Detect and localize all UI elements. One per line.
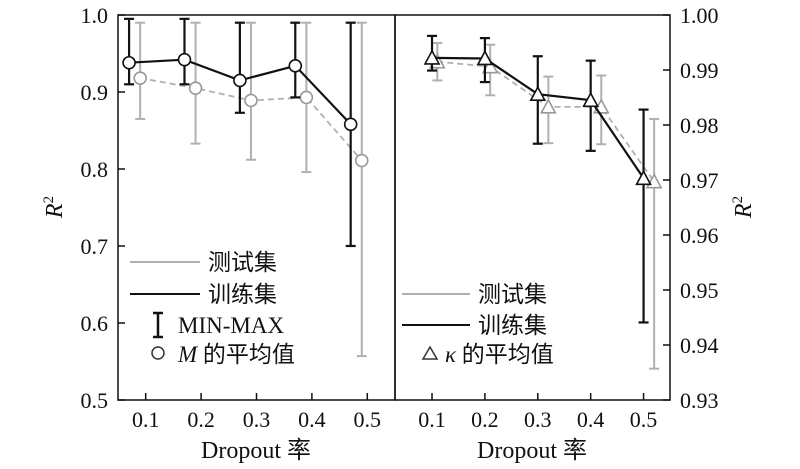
right-y-tick-label: 0.95 (680, 278, 719, 303)
right-train-point (423, 49, 441, 65)
left-y-tick-label: 0.8 (81, 157, 109, 182)
right-x-tick-label: 0.5 (630, 407, 658, 432)
left-x-tick-label: 0.5 (354, 407, 382, 432)
left-y-tick-label: 1.0 (81, 3, 109, 28)
left-train-point (233, 73, 247, 88)
left-test-point (354, 153, 369, 168)
left-series (122, 17, 369, 358)
right-y-axis-title: R2 (730, 196, 757, 219)
right-legend-test-label: 测试集 (478, 282, 547, 307)
left-legend-errorbar-icon (153, 311, 163, 339)
left-panel: 0.5 0.6 0.7 0.8 0.9 1.0 0.1 0.2 0.3 0.4 0.5 R2 Dro… (41, 3, 396, 464)
left-legend-mean-label: M 的平均值 (177, 342, 295, 367)
left-test-point (133, 71, 147, 85)
left-train-point (288, 59, 303, 73)
right-train-point (635, 169, 652, 186)
left-y-tick-label: 0.9 (81, 80, 109, 105)
left-y-tick-label: 0.6 (81, 311, 109, 336)
right-legend-mean-label: κ 的平均值 (445, 342, 554, 367)
left-x-tick-label: 0.1 (132, 407, 160, 432)
left-train-point (122, 55, 136, 70)
right-test-line (437, 60, 655, 183)
left-legend-errorbar-label: MIN-MAX (178, 313, 284, 338)
right-test-point (540, 98, 557, 114)
right-x-tick-label: 0.4 (577, 407, 605, 432)
left-x-tick-label: 0.2 (187, 407, 215, 432)
right-panel: 0.93 0.94 0.95 0.96 0.97 0.98 0.99 1.00 0.1 0.2 0.… (394, 3, 757, 464)
right-train-point (476, 49, 494, 66)
right-plot-frame (394, 14, 671, 401)
right-y-tick-label: 0.98 (680, 113, 719, 138)
right-x-axis-title: Dropout 率 (477, 437, 587, 464)
left-test-point (244, 93, 258, 108)
right-y-tick-label: 0.93 (680, 388, 719, 413)
left-y-tick-label: 0.5 (81, 388, 109, 413)
right-train-point (529, 85, 547, 101)
right-legend-train-label: 训练集 (478, 313, 547, 338)
left-ticks: 0.5 0.6 0.7 0.8 0.9 1.0 0.1 0.2 0.3 0.4 0.5 (81, 3, 382, 432)
right-y-tick-label: 1.00 (680, 3, 719, 28)
right-test-point (481, 58, 499, 74)
left-legend: 测试集 训练集 MIN-MAX M 的平均值 (130, 250, 295, 367)
left-y-axis-title: R2 (41, 196, 68, 219)
left-train-point (177, 52, 192, 67)
right-legend: 测试集 训练集 κ 的平均值 (402, 282, 554, 367)
left-x-tick-label: 0.4 (298, 407, 326, 432)
right-y-tick-label: 0.96 (680, 223, 719, 248)
right-x-tick-label: 0.3 (524, 407, 552, 432)
left-train-point (343, 117, 358, 132)
right-ticks: 0.93 0.94 0.95 0.96 0.97 0.98 0.99 1.00 0.1 0.2 0.… (418, 3, 718, 432)
left-legend-test-label: 测试集 (208, 250, 277, 275)
right-y-tick-label: 0.99 (680, 58, 719, 83)
left-x-tick-label: 0.3 (243, 407, 271, 432)
right-train-point (582, 91, 600, 108)
left-legend-circle-icon (151, 346, 165, 360)
right-x-tick-label: 0.1 (418, 407, 446, 432)
right-series (423, 34, 663, 370)
right-y-tick-label: 0.94 (680, 333, 719, 358)
right-legend-triangle-icon (421, 345, 439, 360)
left-y-tick-label: 0.7 (81, 234, 109, 259)
left-test-point (299, 90, 314, 105)
left-x-axis-title: Dropout 率 (201, 437, 311, 464)
left-legend-train-label: 训练集 (208, 282, 277, 307)
right-y-tick-label: 0.97 (680, 168, 719, 193)
right-x-tick-label: 0.2 (471, 407, 499, 432)
left-test-point (188, 81, 203, 95)
